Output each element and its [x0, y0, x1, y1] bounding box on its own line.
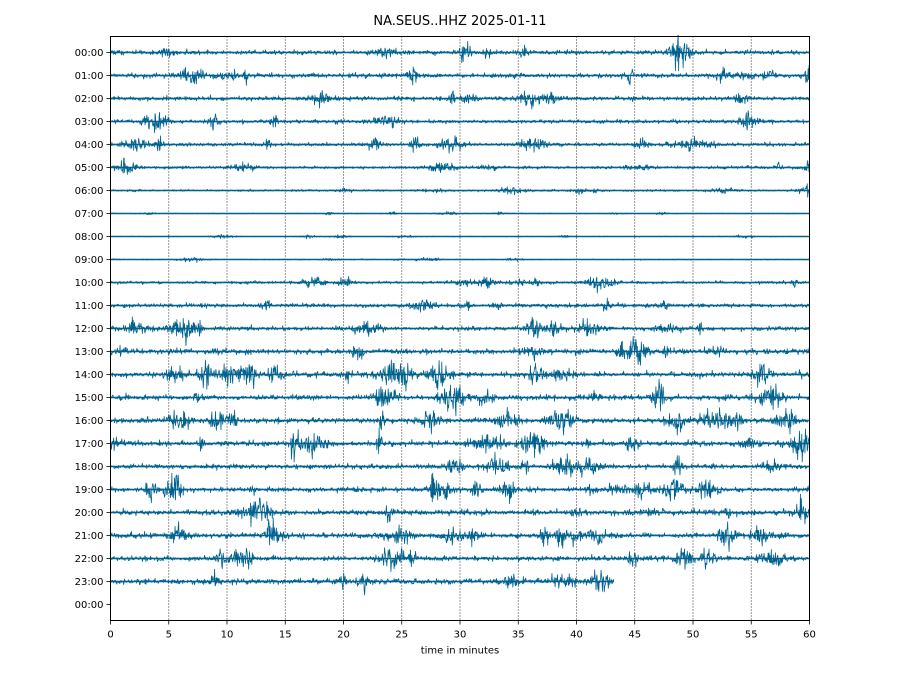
trace-row-18 — [110, 451, 810, 478]
y-tick-label: 20:00 — [75, 508, 104, 519]
y-tick-label: 13:00 — [75, 347, 104, 358]
y-tick-label: 09:00 — [75, 255, 104, 266]
y-tick-label: 17:00 — [75, 439, 104, 450]
y-tick-label: 00:00 — [75, 48, 104, 59]
trace-row-23 — [110, 568, 615, 596]
y-tick-label: 07:00 — [75, 209, 104, 220]
y-tick-label: 11:00 — [75, 301, 104, 312]
y-tick-label: 04:00 — [75, 140, 104, 151]
x-tick-label: 30 — [454, 630, 467, 641]
x-tick-label: 10 — [221, 630, 234, 641]
y-tick-label: 02:00 — [75, 94, 104, 105]
y-tick-label: 12:00 — [75, 324, 104, 335]
x-tick-label: 25 — [395, 630, 408, 641]
y-axis-ticks: 00:00 01:00 02:00 03:00 04:00 05:00 06:00 07:00… — [75, 48, 111, 611]
x-tick-label: 15 — [279, 630, 292, 641]
x-tick-label: 50 — [687, 630, 700, 641]
y-tick-label: 10:00 — [75, 278, 104, 289]
y-tick-label: 14:00 — [75, 370, 104, 381]
x-tick-label: 5 — [166, 630, 172, 641]
y-tick-label: 08:00 — [75, 232, 104, 243]
y-tick-label: 23:00 — [75, 577, 104, 588]
axes-frame — [110, 36, 810, 621]
chart-title: NA.SEUS..HHZ 2025-01-11 — [373, 14, 546, 29]
x-tick-label: 0 — [107, 630, 113, 641]
trace-row-14 — [110, 359, 810, 392]
x-tick-label: 35 — [512, 630, 525, 641]
y-tick-label: 01:00 — [75, 71, 104, 82]
y-tick-label: 03:00 — [75, 117, 104, 128]
x-axis-label: time in minutes — [421, 646, 500, 657]
x-tick-label: 60 — [803, 630, 816, 641]
y-tick-label: 16:00 — [75, 416, 104, 427]
x-tick-label: 45 — [628, 630, 641, 641]
x-tick-label: 55 — [745, 630, 758, 641]
y-tick-label: 22:00 — [75, 554, 104, 565]
y-tick-label: 15:00 — [75, 393, 104, 404]
x-tick-label: 20 — [337, 630, 350, 641]
y-tick-label: 19:00 — [75, 485, 104, 496]
seismic-traces — [110, 34, 810, 596]
y-tick-label: 21:00 — [75, 531, 104, 542]
x-axis-ticks: 0 5 10 15 20 25 30 35 40 45 50 55 60 — [107, 620, 816, 641]
y-tick-label: 18:00 — [75, 462, 104, 473]
x-tick-label: 40 — [570, 630, 583, 641]
y-tick-label: 05:00 — [75, 163, 104, 174]
y-tick-label: 00:00 — [75, 600, 104, 611]
y-tick-label: 06:00 — [75, 186, 104, 197]
